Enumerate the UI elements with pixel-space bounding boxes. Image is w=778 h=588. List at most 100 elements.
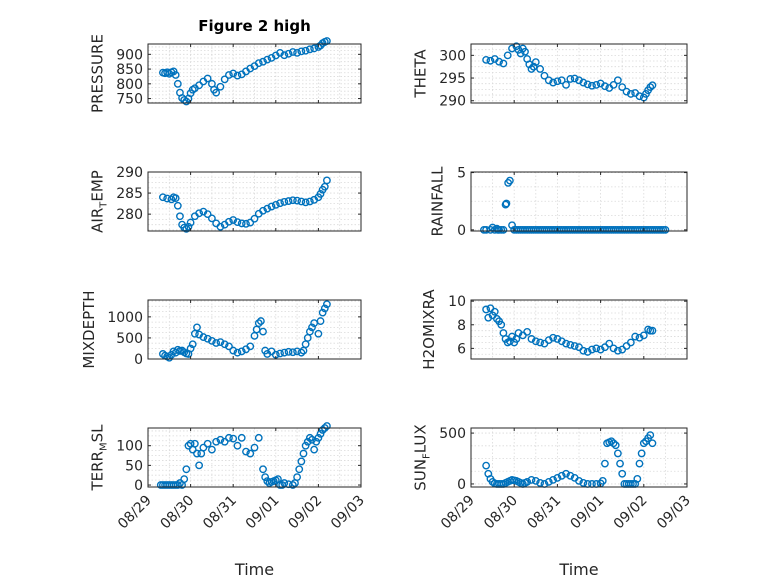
y-tick-label: 300 [439, 48, 466, 64]
data-point [220, 340, 229, 349]
plot-frame [147, 43, 362, 104]
data-point [318, 426, 327, 434]
data-point [280, 198, 289, 206]
data-point [592, 80, 601, 89]
data-point [310, 445, 319, 454]
y-tick-label: 850 [116, 62, 143, 78]
data-point [297, 47, 306, 56]
plot-frame [470, 171, 688, 232]
data-point [525, 60, 534, 69]
x-tick-label: 08/30 [481, 493, 521, 533]
data-point [184, 222, 193, 231]
data-point [171, 71, 180, 79]
data-point [601, 459, 609, 468]
data-point [280, 479, 289, 487]
data-point [173, 481, 182, 489]
data-point [203, 439, 212, 448]
y-tick-label: 295 [439, 71, 466, 87]
data-point [256, 317, 265, 325]
data-point [254, 59, 263, 68]
data-point [553, 77, 562, 86]
data-point [212, 88, 221, 97]
data-point [237, 347, 246, 356]
data-point [305, 197, 314, 206]
data-point [225, 342, 233, 351]
plot-frame [147, 299, 362, 360]
data-point [616, 459, 624, 468]
data-point [613, 76, 622, 85]
data-point [312, 437, 321, 446]
data-point [536, 479, 545, 487]
data-point [284, 197, 293, 205]
data-point [646, 431, 655, 440]
data-point [482, 55, 491, 64]
y-tick-label: 290 [439, 94, 466, 110]
x-tick-label: 09/01 [568, 493, 608, 533]
y-axis-label: RAINFALL [429, 166, 447, 237]
data-point [503, 51, 512, 60]
data-point [301, 46, 310, 55]
y-axis-label: THETA [412, 49, 430, 99]
data-point [242, 447, 250, 456]
data-point [544, 478, 553, 486]
data-point [190, 439, 199, 448]
data-point [639, 439, 648, 448]
data-point [613, 346, 622, 355]
data-point [635, 92, 644, 101]
data-point [303, 437, 312, 446]
data-point [216, 435, 225, 444]
data-point [220, 75, 229, 84]
subplot-7: 0 50 100 08/29 08/30 08/31 09/01 09/02 09/03 TERR… [89, 422, 368, 579]
data-point [159, 193, 167, 202]
subplot-6: 6 8 10 H2OMIXRA [420, 289, 688, 370]
data-point [579, 346, 588, 355]
data-point [323, 422, 331, 430]
data-point [246, 449, 255, 458]
data-point [531, 58, 540, 67]
data-point [601, 82, 609, 91]
y-tick-label: 8 [457, 318, 466, 334]
data-point [297, 457, 306, 466]
data-point [203, 74, 212, 83]
data-point [536, 338, 545, 347]
data-point [233, 218, 242, 227]
chart-title: Figure 2 high [198, 17, 311, 35]
data-point [553, 473, 562, 482]
y-tick-label: 5 [457, 166, 466, 182]
data-point [316, 317, 325, 325]
data-point [320, 304, 329, 313]
data-point [288, 48, 297, 56]
data-point [167, 195, 176, 204]
data-point [482, 305, 491, 314]
data-point [180, 475, 189, 484]
data-point [549, 333, 557, 342]
plot-frame [470, 43, 688, 104]
data-point [263, 55, 272, 64]
data-point [314, 433, 323, 442]
data-point [182, 224, 191, 233]
plot-frame [470, 427, 688, 488]
data-point [611, 441, 620, 450]
data-point [618, 83, 627, 92]
x-tick-label: 08/31 [524, 493, 564, 533]
data-point [575, 476, 583, 485]
data-point [195, 209, 204, 218]
y-axis-label: PRESSURE [89, 34, 107, 113]
data-point [220, 437, 229, 446]
data-point [284, 49, 293, 58]
data-point [318, 308, 327, 317]
data-point [566, 471, 575, 480]
data-point [195, 461, 204, 470]
y-tick-label: 0 [457, 477, 466, 493]
data-point [605, 339, 614, 348]
data-point [646, 83, 655, 92]
data-point [267, 202, 276, 211]
data-point [301, 441, 310, 450]
data-point [549, 475, 557, 484]
data-point [661, 225, 670, 234]
data-point [250, 443, 259, 452]
data-point [626, 90, 635, 98]
data-point [648, 81, 657, 90]
data-point [188, 340, 197, 349]
